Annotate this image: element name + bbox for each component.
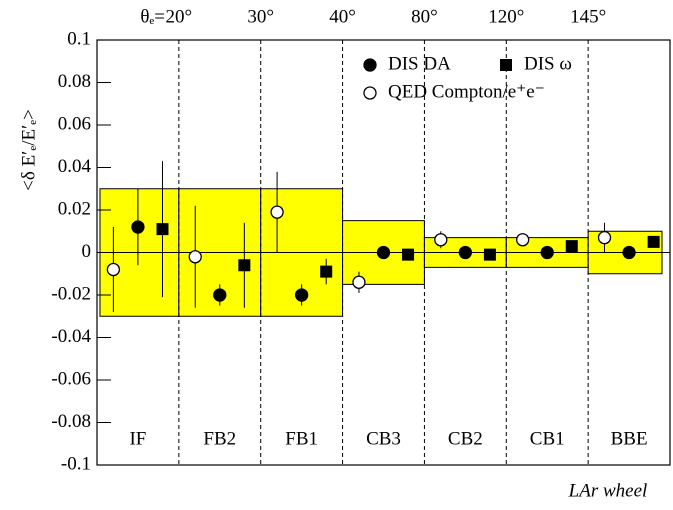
y-tick-label: -0.08 <box>51 411 91 432</box>
data-point <box>213 288 227 302</box>
legend-label: DIS ω <box>524 53 572 74</box>
x-tick-label: IF <box>129 428 146 449</box>
boundary-label: 80° <box>411 6 438 27</box>
data-point <box>131 220 145 234</box>
y-axis-label: <δ E′ₑ/E′ₑ> <box>18 109 39 191</box>
boundary-label: 20° <box>166 6 193 27</box>
data-point <box>647 235 660 248</box>
boundary-label: 40° <box>329 6 356 27</box>
y-tick-label: -0.1 <box>61 453 91 474</box>
y-tick-label: 0.06 <box>58 113 91 134</box>
data-point <box>540 245 554 260</box>
legend-marker <box>500 59 512 71</box>
x-tick-label: CB2 <box>448 428 483 449</box>
x-tick-label: CB3 <box>366 428 401 449</box>
data-point <box>352 275 366 289</box>
x-axis-label: LAr wheel <box>568 480 648 501</box>
data-point <box>376 245 391 260</box>
data-point <box>320 265 333 278</box>
data-point <box>622 245 636 260</box>
y-tick-label: -0.04 <box>51 326 91 347</box>
data-point <box>188 250 202 264</box>
legend-label: DIS DA <box>388 53 451 74</box>
x-tick-label: FB1 <box>285 428 318 449</box>
y-tick-label: -0.06 <box>51 368 91 389</box>
boundary-label: 145° <box>570 6 606 27</box>
top-label: θₑ= <box>140 6 165 27</box>
data-point <box>294 288 309 302</box>
data-point <box>434 233 448 247</box>
boundary-label: 30° <box>247 6 274 27</box>
data-point <box>458 245 473 260</box>
y-tick-label: -0.02 <box>51 283 91 304</box>
data-point <box>270 205 284 219</box>
legend-marker <box>363 86 377 100</box>
data-point <box>516 233 530 247</box>
data-point <box>597 230 612 245</box>
y-tick-label: 0 <box>82 241 92 262</box>
y-tick-label: 0.02 <box>58 198 91 219</box>
data-point <box>106 262 121 277</box>
x-tick-label: BBE <box>611 428 648 449</box>
legend-marker <box>363 58 377 72</box>
data-point <box>402 248 415 261</box>
data-point <box>156 223 169 236</box>
x-tick-label: FB2 <box>203 428 236 449</box>
y-tick-label: 0.04 <box>58 156 92 177</box>
x-tick-label: CB1 <box>530 428 565 449</box>
y-tick-label: 0.08 <box>58 71 91 92</box>
data-point <box>483 248 496 261</box>
legend-label: QED Compton/e⁺e⁻ <box>388 81 545 102</box>
data-point <box>238 259 251 272</box>
boundary-label: 120° <box>488 6 524 27</box>
data-point <box>565 240 578 253</box>
y-tick-label: 0.1 <box>67 28 91 49</box>
